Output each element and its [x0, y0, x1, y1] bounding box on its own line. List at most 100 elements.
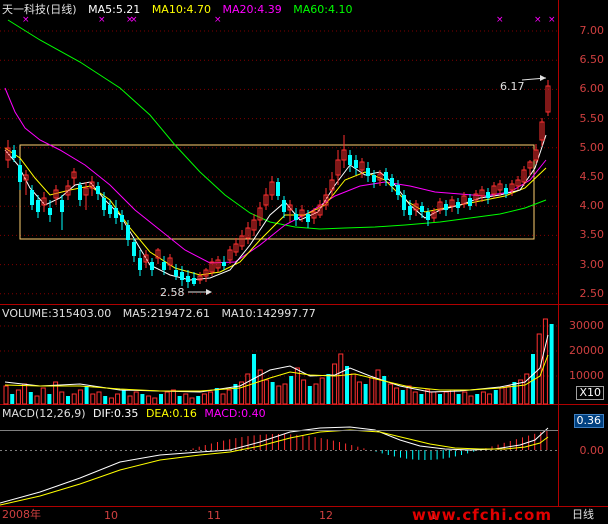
signal-marker: ×: [548, 15, 556, 25]
ma10-value: MA10:4.70: [151, 3, 212, 16]
dea-value: DEA:0.16: [145, 407, 197, 420]
candlestick: [287, 200, 293, 222]
macd-params: MACD(12,26,9): [2, 407, 86, 420]
volume-bar: [350, 373, 356, 405]
candlestick: [515, 176, 521, 190]
volume-bar: [84, 386, 89, 404]
volume-bar: [480, 391, 486, 405]
candlestick: [257, 202, 263, 226]
volume-bar: [239, 381, 245, 405]
volume-bar: [47, 394, 52, 404]
candlestick: [180, 266, 184, 286]
candlestick: [504, 184, 508, 198]
candlestick: [203, 268, 209, 282]
candlestick: [222, 256, 226, 270]
ma20-value: MA20:4.39: [222, 3, 282, 16]
volume-bar: [518, 379, 524, 405]
candlestick: [150, 258, 154, 276]
volume-bar: [164, 391, 170, 405]
candlestick: [263, 188, 269, 210]
volume-bar: [177, 396, 182, 404]
candlestick: [65, 180, 71, 200]
volume-bar: [462, 391, 468, 405]
volume-bar: [77, 389, 83, 405]
low-price-label: 2.58: [160, 286, 185, 299]
consolidation-box: [19, 144, 535, 240]
candlestick: [311, 208, 317, 224]
candlestick: [245, 222, 251, 244]
candlestick: [420, 202, 424, 218]
signal-marker: ×: [126, 15, 134, 25]
volume-bar: [226, 389, 232, 405]
volume-tick-label: 10000: [569, 369, 604, 382]
candlestick: [209, 258, 215, 276]
volume-bar: [146, 395, 152, 405]
volume-bar: [356, 381, 362, 405]
price-tick-label: 6.00: [579, 82, 605, 96]
volume-bar: [524, 373, 530, 405]
volume-tick-label: 30000: [569, 319, 604, 332]
price-tick-label: 4.00: [579, 199, 605, 213]
volume-bar: [443, 391, 449, 405]
dif-line: [0, 426, 549, 504]
volume-bar: [542, 318, 548, 405]
period-label[interactable]: 日线: [572, 508, 594, 521]
candlestick: [126, 220, 130, 246]
volume-bar: [276, 385, 282, 405]
candlestick: [335, 150, 341, 185]
high-annotation: [521, 75, 547, 81]
volume-bar: [438, 394, 442, 404]
candlestick: [384, 168, 388, 186]
price-tick-label: 4.50: [579, 170, 605, 183]
volume-ma5-line: [4, 334, 549, 393]
volume-bar: [66, 396, 70, 404]
candlestick: [96, 182, 100, 200]
candlestick: [282, 196, 286, 218]
price-tick-label: 6.50: [579, 53, 605, 67]
candlestick: [36, 195, 40, 218]
candlestick: [83, 182, 89, 210]
candlestick: [174, 264, 178, 280]
volume-bar: [431, 391, 437, 405]
volume-bar: [406, 385, 412, 405]
volume-bar: [127, 395, 133, 405]
candlestick: [449, 196, 455, 212]
candlestick: [143, 250, 149, 268]
volume-bar: [400, 390, 405, 404]
candlestick: [114, 200, 118, 224]
date-label-12: 12: [319, 509, 333, 522]
ma60-value: MA60:4.10: [293, 3, 353, 16]
candlestick: [473, 190, 479, 206]
macd-zero-label: 0.00: [579, 444, 605, 457]
volume-bar: [196, 396, 201, 404]
candlestick: [108, 200, 112, 218]
volume-bar: [313, 383, 319, 405]
volume-header: VOLUME:315403.00 MA5:219472.61 MA10:1429…: [2, 307, 324, 320]
volume-bar: [456, 394, 461, 404]
candlestick: [294, 208, 298, 226]
volume-ma5: MA5:219472.61: [122, 307, 210, 320]
volume-bar: [319, 377, 325, 405]
price-tick-label: 7.00: [579, 24, 605, 37]
volume-bar: [22, 383, 28, 405]
candlestick: [78, 182, 82, 206]
volume-value: VOLUME:315403.00: [2, 307, 112, 320]
candlestick: [377, 170, 383, 186]
volume-bar: [233, 384, 238, 404]
volume-tick-label: 20000: [569, 344, 604, 357]
volume-bar: [338, 353, 344, 405]
volume-bar: [499, 387, 505, 405]
volume-bar: [34, 395, 40, 405]
signal-marker: ×: [22, 15, 30, 25]
candlestick: [162, 256, 166, 275]
candlestick: [197, 272, 203, 284]
candlestick: [23, 170, 29, 195]
ma60-line: [7, 19, 547, 230]
volume-bar: [505, 385, 511, 405]
candlestick: [41, 192, 47, 212]
candlestick: [468, 194, 472, 210]
candlestick: [239, 230, 245, 250]
volume-bar: [71, 393, 77, 405]
volume-bar: [183, 393, 189, 405]
